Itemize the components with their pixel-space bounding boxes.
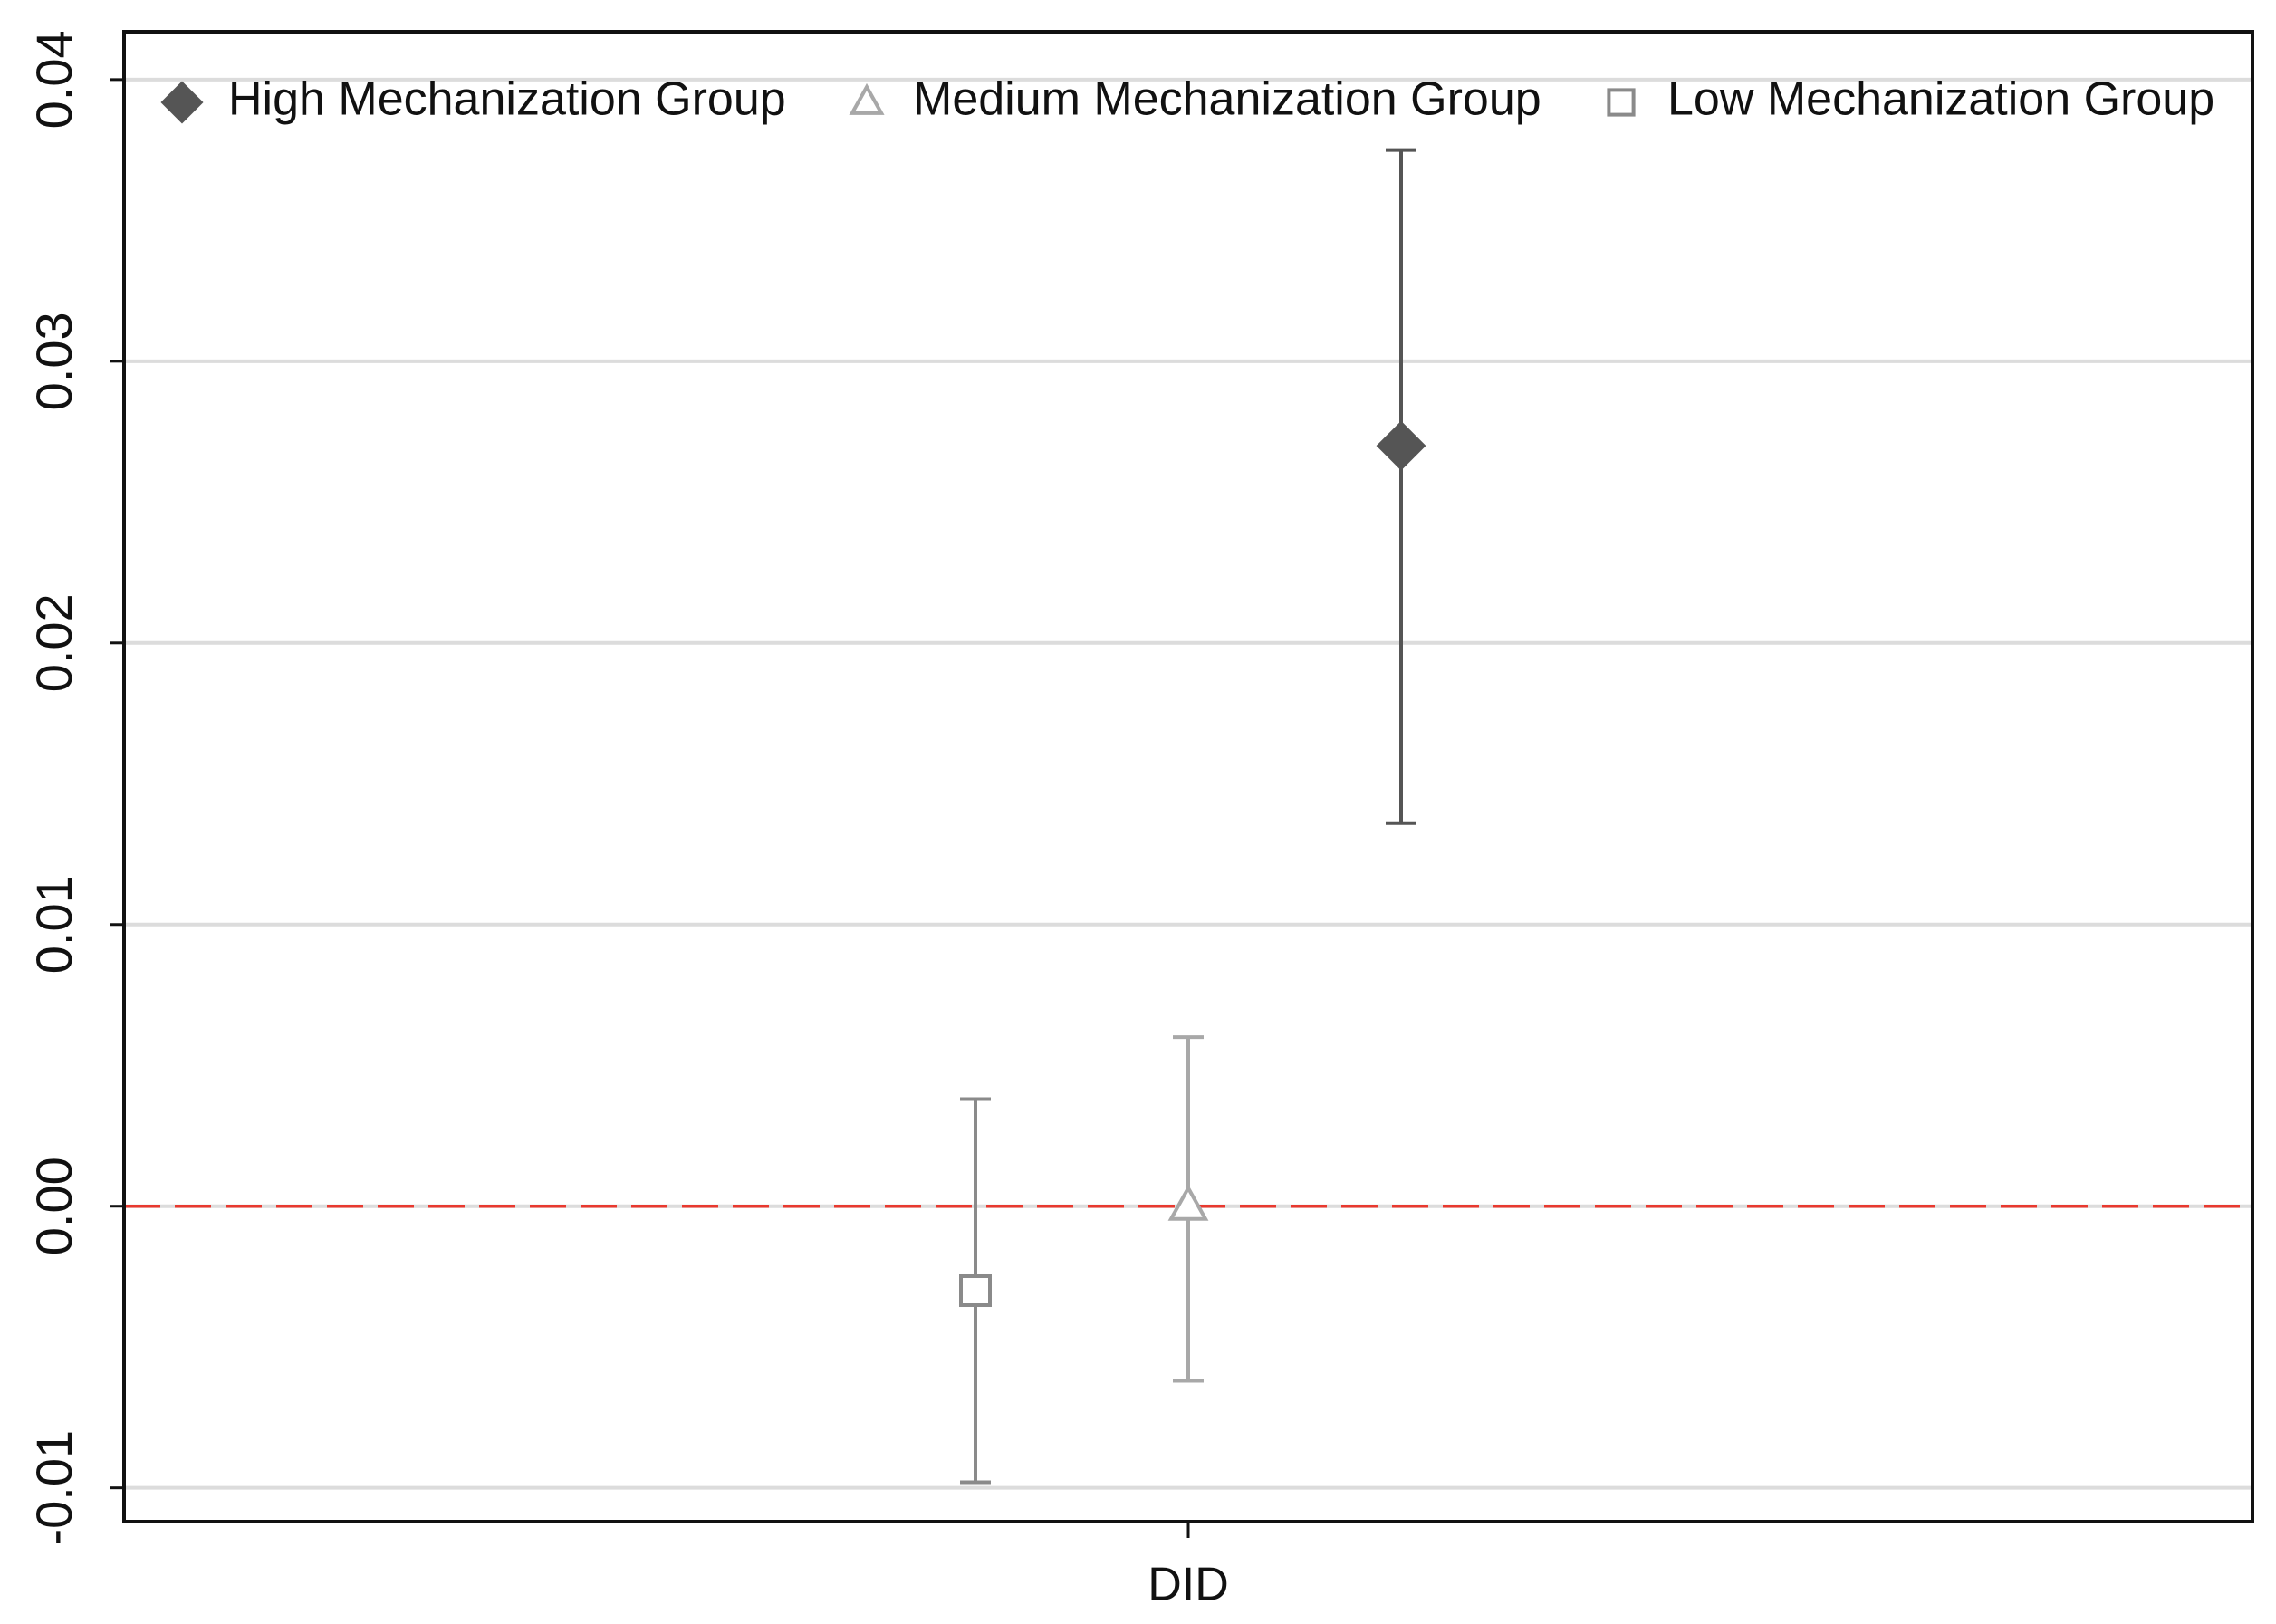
legend-marker xyxy=(849,82,885,115)
legend-label: Low Mechanization Group xyxy=(1667,73,2214,126)
legend-label: Medium Mechanization Group xyxy=(913,73,1541,126)
x-tick-label: DID xyxy=(1148,1559,1229,1611)
y-tick-label: 0.04 xyxy=(25,30,82,129)
point-estimate xyxy=(1376,420,1426,471)
y-tick-label: 0.03 xyxy=(25,312,82,410)
legend-marker xyxy=(1607,88,1636,117)
point-estimate xyxy=(1167,1184,1209,1221)
y-tick-label: 0.02 xyxy=(25,593,82,692)
y-tick-label: 0.00 xyxy=(25,1157,82,1255)
y-tick-label: -0.01 xyxy=(25,1430,82,1546)
point-estimate xyxy=(959,1274,992,1308)
error-bar xyxy=(1386,148,1416,825)
legend-marker xyxy=(160,81,204,124)
y-tick-label: 0.01 xyxy=(25,875,82,974)
legend-label: High Mechanization Group xyxy=(228,73,786,126)
